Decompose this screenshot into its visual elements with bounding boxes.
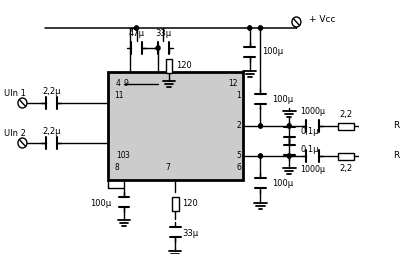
Circle shape: [248, 26, 252, 30]
Bar: [172, 197, 179, 211]
Circle shape: [287, 124, 291, 128]
Text: 10: 10: [116, 151, 126, 161]
Text: 120: 120: [176, 61, 192, 71]
Text: 2,2: 2,2: [339, 109, 352, 119]
Polygon shape: [370, 135, 386, 177]
Text: UIn 1: UIn 1: [4, 89, 26, 99]
Text: 12: 12: [228, 80, 238, 88]
Text: 3: 3: [124, 151, 129, 161]
Bar: [362, 148, 370, 164]
Text: 1: 1: [236, 91, 241, 101]
Bar: [166, 59, 172, 73]
Text: 9: 9: [124, 80, 129, 88]
Text: 100µ: 100µ: [262, 47, 284, 56]
Text: 6: 6: [236, 164, 241, 172]
Text: 100µ: 100µ: [272, 94, 293, 103]
Text: 33µ: 33µ: [156, 29, 172, 39]
Text: 7: 7: [166, 164, 171, 172]
Circle shape: [258, 26, 262, 30]
Text: 2,2µ: 2,2µ: [42, 126, 60, 135]
Text: + Vcc: + Vcc: [309, 15, 336, 24]
Text: 1000µ: 1000µ: [300, 107, 325, 117]
Bar: [108, 72, 242, 180]
Circle shape: [287, 154, 291, 158]
Text: 120: 120: [182, 199, 198, 209]
Circle shape: [258, 154, 262, 158]
Text: 2,2: 2,2: [339, 165, 352, 173]
Text: 1000µ: 1000µ: [300, 166, 325, 174]
Text: 2: 2: [236, 121, 241, 131]
Text: 100µ: 100µ: [272, 179, 293, 187]
Text: 5: 5: [236, 151, 241, 161]
Text: 0,1µ: 0,1µ: [300, 128, 318, 136]
Text: 2,2µ: 2,2µ: [42, 87, 60, 96]
Text: 4: 4: [116, 80, 121, 88]
Text: 8: 8: [114, 164, 119, 172]
Circle shape: [156, 46, 160, 50]
Circle shape: [384, 26, 388, 30]
Text: UIn 2: UIn 2: [4, 130, 26, 138]
Bar: [338, 123, 354, 130]
Text: 11: 11: [114, 91, 124, 101]
Text: 47µ: 47µ: [128, 29, 144, 39]
Text: RL: RL: [394, 121, 400, 131]
Polygon shape: [370, 105, 386, 147]
Bar: [362, 118, 370, 134]
Bar: [338, 153, 354, 160]
Text: 0,1µ: 0,1µ: [300, 146, 318, 154]
Text: 100µ: 100µ: [90, 199, 111, 209]
Text: 33µ: 33µ: [182, 230, 198, 239]
Circle shape: [134, 26, 138, 30]
Text: RL: RL: [394, 151, 400, 161]
Circle shape: [258, 124, 262, 128]
